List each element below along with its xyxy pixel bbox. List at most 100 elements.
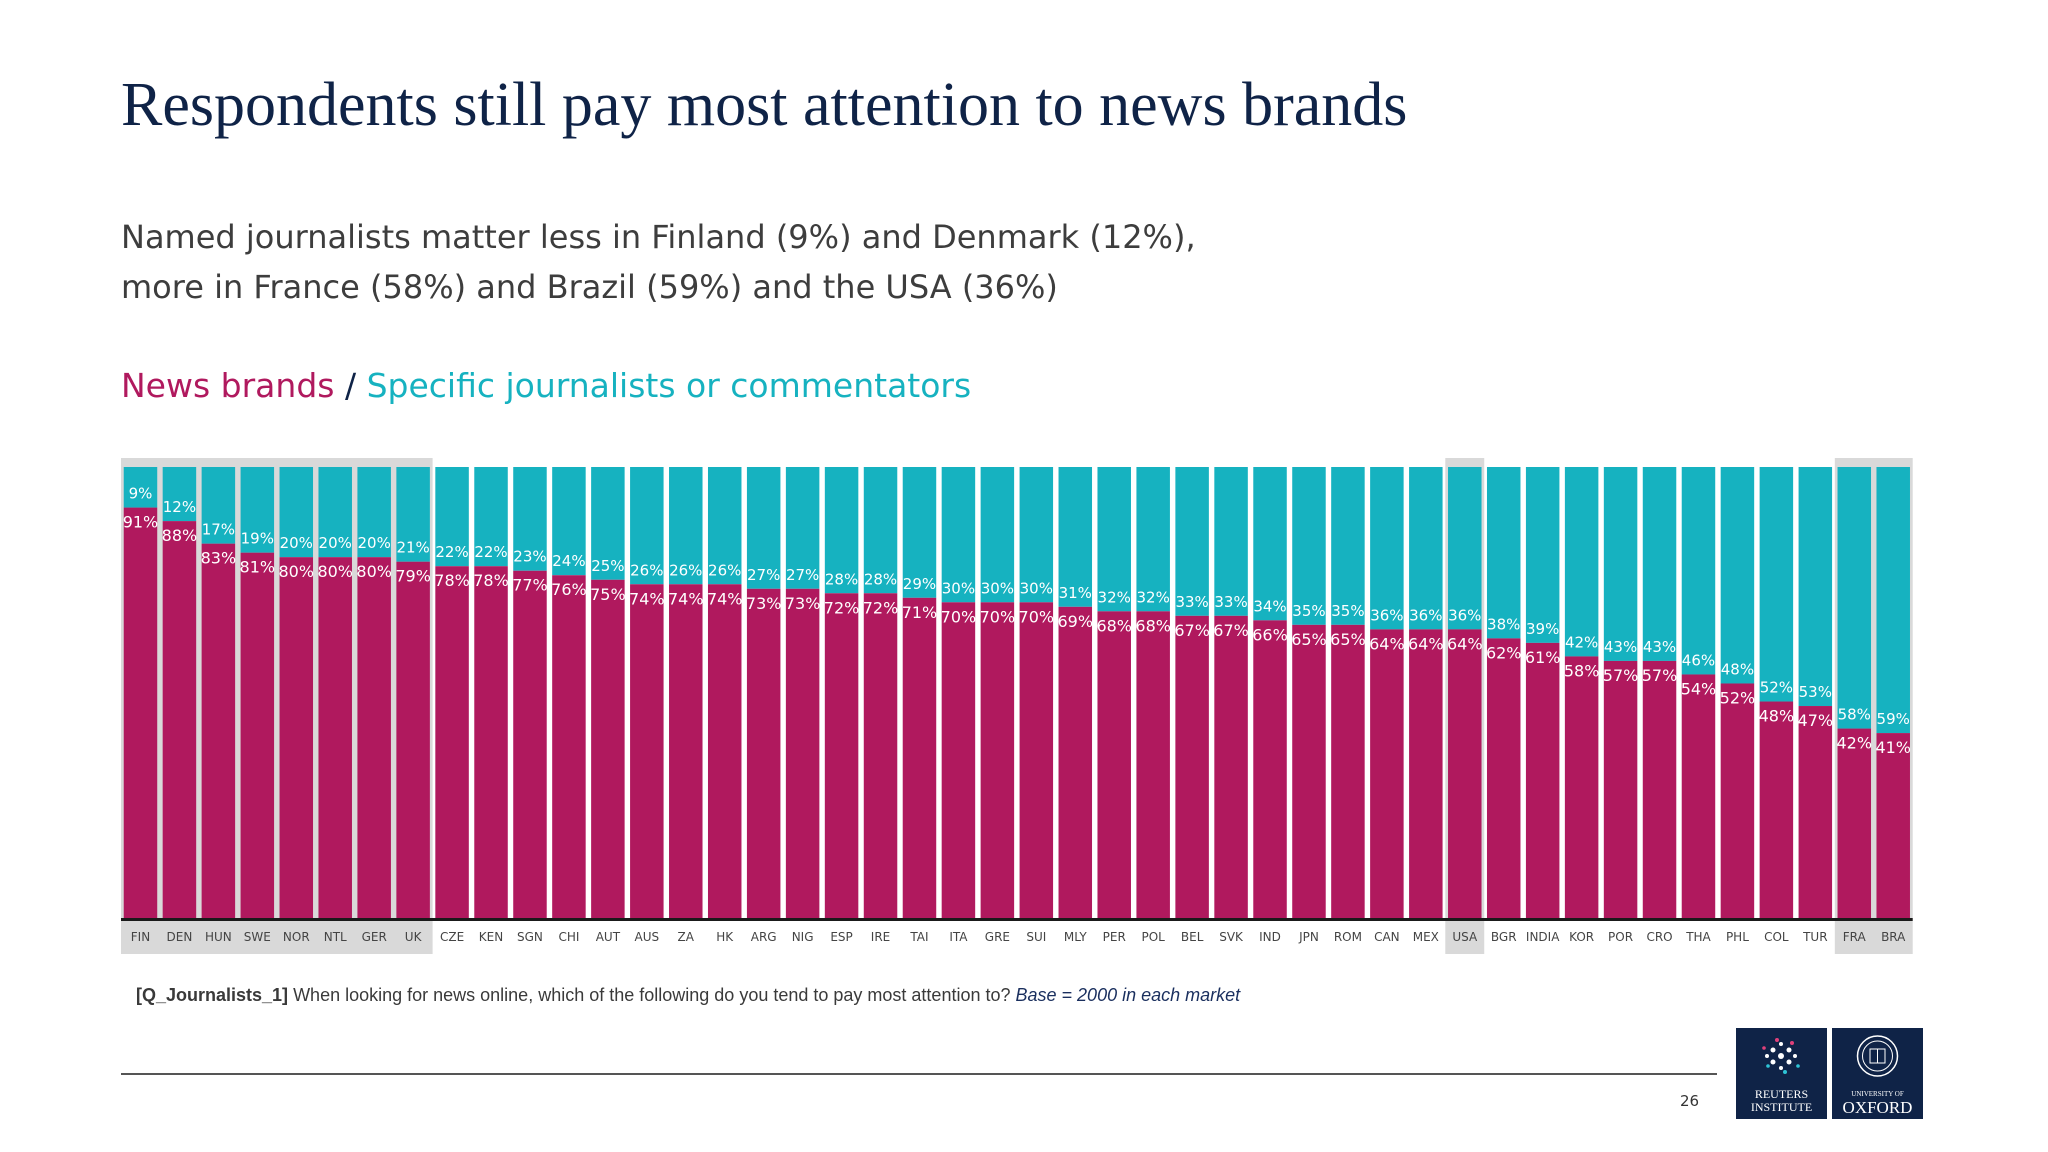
x-tick-label-ntl: NTL: [324, 930, 347, 944]
label-news-brands-aus: 74%: [629, 589, 665, 608]
label-journalists-jpn: 35%: [1292, 602, 1325, 620]
label-news-brands-ntl: 80%: [317, 562, 353, 581]
bar-journalists-tur: [1798, 467, 1833, 707]
bar-news-brands-por: [1603, 660, 1638, 918]
label-journalists-bgr: 38%: [1487, 615, 1520, 633]
label-journalists-den: 12%: [163, 498, 196, 516]
bar-journalists-chi: [552, 467, 586, 576]
bar-news-brands-usa: [1448, 629, 1482, 918]
bar-news-brands-swe: [240, 552, 275, 918]
label-news-brands-pol: 68%: [1135, 616, 1171, 635]
label-journalists-aut: 25%: [591, 557, 624, 575]
label-journalists-gre: 30%: [981, 579, 1014, 597]
bar-news-brands-jpn: [1292, 624, 1326, 918]
x-tick-label-mex: MEX: [1413, 930, 1439, 944]
oxford-logo: UNIVERSITY OF OXFORD: [1832, 1028, 1923, 1119]
bar-news-brands-tai: [902, 597, 937, 918]
x-tick-label-bgr: BGR: [1491, 930, 1517, 944]
label-news-brands-ger: 80%: [356, 562, 392, 581]
label-journalists-sui: 30%: [1020, 579, 1053, 597]
label-journalists-tha: 46%: [1682, 651, 1715, 669]
x-tick-label-per: PER: [1103, 930, 1126, 944]
bar-news-brands-ntl: [318, 557, 352, 918]
label-news-brands-nig: 73%: [785, 594, 821, 613]
label-news-brands-usa: 64%: [1447, 634, 1483, 653]
label-news-brands-cro: 57%: [1642, 666, 1678, 685]
x-tick-label-ire: IRE: [871, 930, 890, 944]
label-news-brands-bgr: 62%: [1486, 643, 1522, 662]
x-tick-label-ger: GER: [362, 930, 387, 944]
x-tick-label-den: DEN: [167, 930, 193, 944]
footnote-question-text: When looking for news online, which of t…: [288, 985, 1016, 1005]
x-tick-label-cro: CRO: [1646, 930, 1672, 944]
label-news-brands-aut: 75%: [590, 585, 626, 604]
label-journalists-tur: 53%: [1799, 683, 1832, 701]
page-number: 26: [1680, 1092, 1700, 1110]
bar-news-brands-hk: [707, 584, 742, 918]
x-tick-label-can: CAN: [1374, 930, 1400, 944]
bar-journalists-per: [1097, 467, 1131, 612]
label-news-brands-phl: 52%: [1720, 688, 1756, 707]
label-journalists-fra: 58%: [1838, 706, 1871, 724]
label-journalists-ken: 22%: [474, 543, 507, 561]
x-tick-label-hun: HUN: [205, 930, 232, 944]
x-tick-label-tai: TAI: [909, 930, 928, 944]
bar-journalists-esp: [824, 467, 859, 594]
x-tick-label-pol: POL: [1141, 930, 1165, 944]
x-tick-label-arg: ARG: [751, 930, 777, 944]
bar-journalists-pol: [1136, 467, 1170, 612]
legend-separator: /: [334, 366, 367, 405]
x-tick-label-nig: NIG: [792, 930, 814, 944]
bar-news-brands-india: [1525, 642, 1560, 918]
x-tick-label-rom: ROM: [1334, 930, 1362, 944]
label-news-brands-per: 68%: [1096, 616, 1132, 635]
label-news-brands-fin: 91%: [123, 513, 159, 532]
label-news-brands-svk: 67%: [1213, 621, 1249, 640]
x-tick-label-col: COL: [1764, 930, 1789, 944]
label-journalists-swe: 19%: [241, 530, 274, 548]
bar-news-brands-can: [1370, 629, 1404, 918]
label-news-brands-bel: 67%: [1174, 621, 1210, 640]
label-journalists-ger: 20%: [358, 534, 391, 552]
bar-journalists-usa: [1448, 467, 1482, 630]
label-news-brands-swe: 81%: [240, 558, 276, 577]
bar-journalists-tai: [902, 467, 937, 598]
label-news-brands-bra: 41%: [1875, 738, 1911, 757]
bar-news-brands-cro: [1642, 660, 1677, 918]
x-tick-label-sgn: SGN: [517, 930, 543, 944]
bar-journalists-phl: [1720, 467, 1755, 684]
bar-news-brands-ken: [474, 566, 508, 918]
chart-legend: News brands / Specific journalists or co…: [121, 366, 971, 405]
label-journalists-india: 39%: [1526, 620, 1559, 638]
bar-news-brands-ind: [1253, 620, 1287, 918]
bar-news-brands-col: [1759, 701, 1794, 918]
label-news-brands-nor: 80%: [278, 562, 314, 581]
bar-news-brands-chi: [552, 575, 586, 918]
bar-news-brands-uk: [396, 561, 430, 918]
x-tick-label-ita: ITA: [949, 930, 968, 944]
label-news-brands-den: 88%: [162, 526, 198, 545]
x-tick-label-chi: CHI: [558, 930, 579, 944]
label-news-brands-esp: 72%: [824, 598, 860, 617]
bar-journalists-swe: [240, 467, 275, 553]
label-news-brands-hk: 74%: [707, 589, 743, 608]
bar-journalists-ita: [941, 467, 976, 603]
label-journalists-chi: 24%: [552, 552, 585, 570]
label-journalists-ntl: 20%: [319, 534, 352, 552]
bar-journalists-mex: [1409, 467, 1443, 630]
x-tick-label-jpn: JPN: [1298, 930, 1319, 944]
label-journalists-hk: 26%: [708, 561, 741, 579]
label-news-brands-gre: 70%: [980, 607, 1016, 626]
label-news-brands-uk: 79%: [395, 567, 431, 586]
bar-journalists-cze: [435, 467, 469, 567]
bar-news-brands-esp: [824, 593, 859, 918]
x-tick-label-phl: PHL: [1726, 930, 1749, 944]
label-journalists-rom: 35%: [1331, 602, 1364, 620]
label-journalists-za: 26%: [669, 561, 702, 579]
bar-journalists-gre: [980, 467, 1015, 603]
bar-news-brands-pol: [1136, 611, 1170, 918]
label-news-brands-ken: 78%: [473, 571, 509, 590]
label-news-brands-por: 57%: [1603, 666, 1639, 685]
label-news-brands-hun: 83%: [201, 549, 237, 568]
bar-journalists-ger: [357, 467, 391, 558]
